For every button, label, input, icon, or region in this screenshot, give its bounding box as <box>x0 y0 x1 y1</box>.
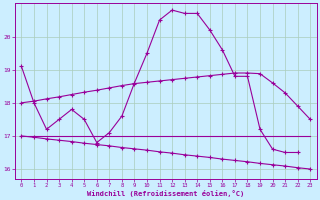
X-axis label: Windchill (Refroidissement éolien,°C): Windchill (Refroidissement éolien,°C) <box>87 190 244 197</box>
